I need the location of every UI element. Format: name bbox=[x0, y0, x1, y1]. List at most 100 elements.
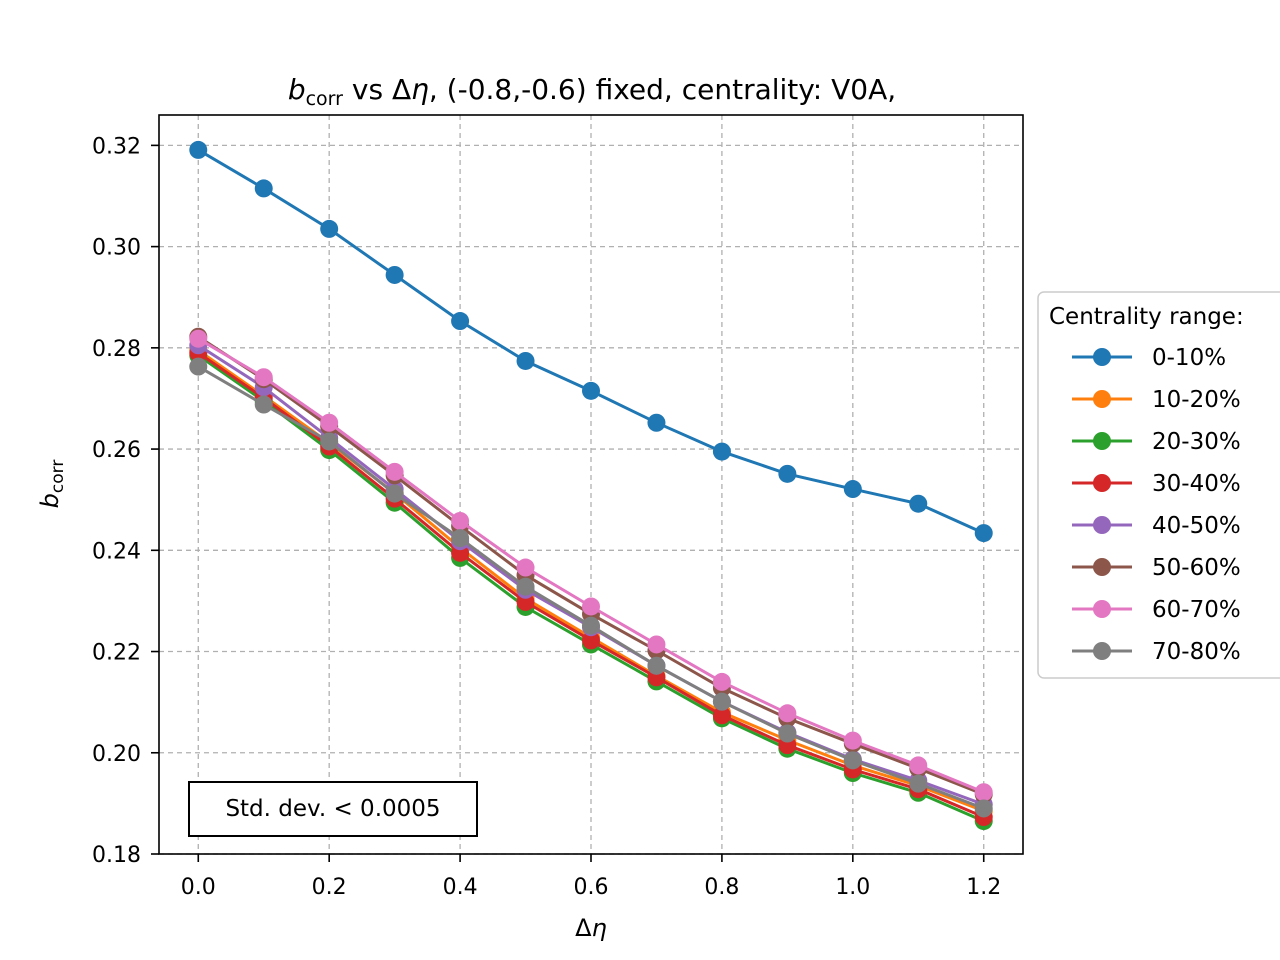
data-point bbox=[974, 799, 993, 818]
data-point bbox=[712, 692, 731, 711]
data-point bbox=[516, 577, 535, 596]
legend-marker bbox=[1093, 558, 1111, 576]
y-tick-label: 0.28 bbox=[92, 337, 141, 362]
legend-marker bbox=[1093, 432, 1111, 450]
data-point bbox=[320, 413, 339, 432]
y-tick-label: 0.26 bbox=[92, 438, 141, 463]
legend-label: 0-10% bbox=[1152, 345, 1226, 371]
data-point bbox=[385, 265, 404, 284]
legend-label: 60-70% bbox=[1152, 597, 1241, 623]
legend-title: Centrality range: bbox=[1049, 304, 1244, 330]
data-point bbox=[451, 529, 470, 548]
data-point bbox=[974, 524, 993, 543]
series-60-70% bbox=[189, 329, 993, 802]
legend-marker bbox=[1093, 474, 1111, 492]
legend-frame bbox=[1037, 291, 1280, 679]
legend-marker bbox=[1093, 600, 1111, 618]
data-point bbox=[385, 462, 404, 481]
data-point bbox=[254, 395, 273, 414]
legend-label: 30-40% bbox=[1152, 471, 1241, 497]
data-point bbox=[647, 635, 666, 654]
x-tick-label: 0.6 bbox=[574, 875, 609, 900]
legend-item: 70-80% bbox=[1072, 639, 1241, 665]
x-axis-label-eta: η bbox=[592, 914, 607, 942]
x-tick-label: 0.4 bbox=[443, 875, 478, 900]
title-symbol: b bbox=[288, 73, 306, 106]
data-point bbox=[647, 413, 666, 432]
y-tick-label: 0.22 bbox=[92, 641, 141, 666]
data-point bbox=[647, 656, 666, 675]
data-point bbox=[189, 357, 208, 376]
y-tick-label: 0.32 bbox=[92, 134, 141, 159]
y-tick-label: 0.30 bbox=[92, 236, 141, 261]
legend-item: 0-10% bbox=[1072, 345, 1226, 371]
x-tick-label: 0.2 bbox=[312, 875, 347, 900]
data-point bbox=[843, 731, 862, 750]
x-axis-label-delta: Δ bbox=[575, 914, 592, 942]
legend-marker bbox=[1093, 642, 1111, 660]
data-point bbox=[451, 511, 470, 530]
legend-item: 50-60% bbox=[1072, 555, 1241, 581]
data-point bbox=[843, 751, 862, 770]
title-subscript: corr bbox=[306, 88, 344, 110]
legend-label: 70-80% bbox=[1152, 639, 1241, 665]
data-point bbox=[974, 783, 993, 802]
series-0-10% bbox=[189, 140, 993, 543]
legend-item: 60-70% bbox=[1072, 597, 1241, 623]
legend-label: 20-30% bbox=[1152, 429, 1241, 455]
data-point bbox=[712, 442, 731, 461]
data-point bbox=[582, 616, 600, 635]
data-point bbox=[582, 631, 600, 650]
plot-series bbox=[189, 140, 993, 831]
data-point bbox=[909, 774, 928, 793]
x-axis-label: Δη bbox=[575, 914, 607, 942]
y-tick-label: 0.24 bbox=[92, 539, 141, 564]
annotation-box: Std. dev. < 0.0005 bbox=[188, 781, 478, 837]
data-point bbox=[189, 329, 208, 348]
data-point bbox=[516, 558, 535, 577]
title-connector: vs bbox=[343, 73, 392, 106]
title-delta: Δ bbox=[392, 73, 411, 106]
y-axis-ticks: 0.18 0.20 0.22 0.24 0.26 0.28 0.30 0.32 bbox=[92, 134, 159, 868]
legend-label: 50-60% bbox=[1152, 555, 1241, 581]
plot-frame bbox=[158, 114, 1024, 855]
data-point bbox=[778, 724, 797, 743]
data-point bbox=[320, 432, 339, 451]
legend-item: 10-20% bbox=[1072, 387, 1241, 413]
y-tick-label: 0.20 bbox=[92, 742, 141, 767]
series-70-80% bbox=[189, 357, 993, 818]
data-point bbox=[843, 480, 862, 499]
data-point bbox=[778, 464, 797, 483]
legend-items: 0-10% 10-20% 20-30% 30-40% 40-50% 50-60% 60-70… bbox=[1072, 345, 1241, 665]
data-point bbox=[320, 219, 339, 238]
legend: Centrality range: 0-10% 10-20% 20-30% 30-40… bbox=[1037, 291, 1280, 679]
annotation-text: Std. dev. < 0.0005 bbox=[225, 796, 440, 822]
data-point bbox=[385, 484, 404, 503]
data-point bbox=[778, 704, 797, 723]
annotation-frame bbox=[188, 781, 478, 837]
x-tick-label: 0.8 bbox=[704, 875, 739, 900]
legend-marker bbox=[1093, 390, 1111, 408]
data-point bbox=[516, 351, 535, 370]
data-point bbox=[582, 381, 600, 400]
chart-title: bcorr vs Δη, (-0.8,-0.6) fixed, centrali… bbox=[288, 73, 896, 110]
x-tick-label: 0.0 bbox=[181, 875, 216, 900]
legend-item: 20-30% bbox=[1072, 429, 1241, 455]
data-point bbox=[712, 672, 731, 691]
data-point bbox=[582, 597, 600, 616]
data-point bbox=[189, 140, 208, 159]
data-point bbox=[254, 179, 273, 198]
legend-item: 30-40% bbox=[1072, 471, 1241, 497]
title-eta: η bbox=[411, 73, 429, 106]
legend-marker bbox=[1093, 348, 1111, 366]
data-point bbox=[712, 706, 731, 725]
x-tick-label: 1.2 bbox=[966, 875, 1001, 900]
title-rest: , (-0.8,-0.6) fixed, centrality: V0A, bbox=[429, 73, 896, 106]
legend-label: 10-20% bbox=[1152, 387, 1241, 413]
data-point bbox=[909, 494, 928, 513]
y-axis-label-symbol: b bbox=[36, 493, 64, 508]
data-point bbox=[909, 756, 928, 775]
data-point bbox=[451, 312, 470, 331]
y-tick-label: 0.18 bbox=[92, 843, 141, 868]
